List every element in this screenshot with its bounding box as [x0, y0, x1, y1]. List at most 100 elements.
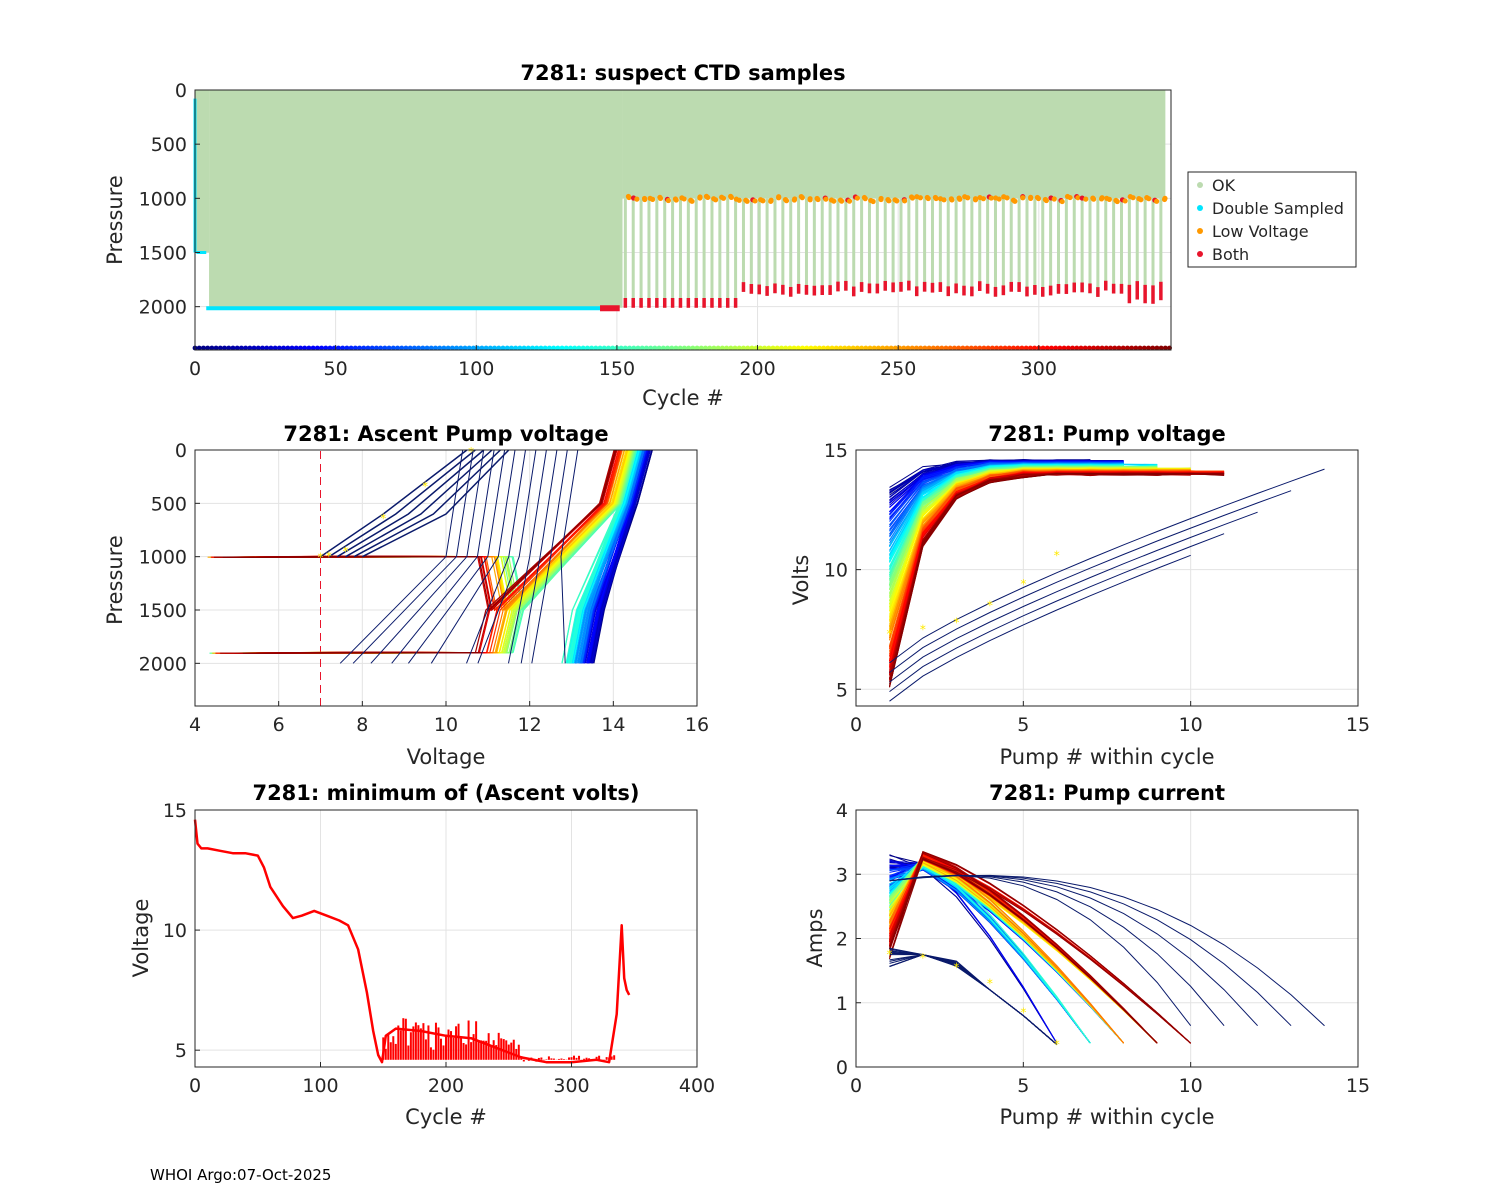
- cycle-color-dot: [838, 345, 843, 351]
- cycle-color-dot: [272, 345, 278, 351]
- cycle-color-dot: [209, 345, 215, 351]
- legend-low-voltage-label: Low Voltage: [1212, 222, 1309, 241]
- low-voltage-marker: [957, 196, 963, 202]
- x-tick-label: 6: [273, 714, 285, 736]
- samples-legend: OK Double Sampled Low Voltage Both: [1187, 171, 1357, 268]
- low-voltage-marker: [736, 197, 742, 203]
- cycle-color-dot: [732, 345, 738, 351]
- legend-double-sampled-label: Double Sampled: [1212, 199, 1344, 218]
- cycle-color-dot: [644, 345, 649, 351]
- low-voltage-marker: [988, 195, 994, 201]
- cycle-color-dot: [530, 345, 535, 351]
- cycle-color-dot: [1074, 345, 1080, 351]
- cycle-color-dot: [298, 345, 303, 351]
- cycle-color-dot: [1095, 345, 1101, 351]
- flag-star-marker: *: [318, 551, 324, 565]
- ascent-bottom-line: [242, 652, 480, 654]
- low-voltage-marker: [642, 196, 648, 203]
- cycle-color-dot: [509, 345, 514, 351]
- cycle-color-dot: [1162, 345, 1168, 351]
- flag-star-marker: *: [380, 511, 386, 525]
- minv-title: 7281: minimum of (Ascent volts): [252, 781, 639, 805]
- cycle-color-dot: [222, 345, 227, 351]
- low-voltage-marker: [949, 197, 955, 203]
- cycle-color-dot: [973, 345, 978, 351]
- cycle-color-dot: [213, 345, 219, 351]
- x-tick-label: 150: [599, 358, 635, 380]
- flag-star-marker: *: [422, 479, 428, 493]
- y-tick-label: 2000: [139, 297, 187, 319]
- flag-star-marker: *: [987, 599, 993, 613]
- flag-star-marker: *: [953, 615, 959, 629]
- cycle-color-dot: [627, 345, 632, 351]
- cycle-color-dot: [1082, 345, 1088, 351]
- cycle-color-dot: [479, 345, 485, 351]
- minv-data-layer: [193, 819, 631, 1064]
- cycle-color-dot: [445, 345, 451, 351]
- cycle-color-dot: [821, 345, 827, 351]
- cycle-color-dot: [1120, 345, 1126, 351]
- x-tick-label: 8: [356, 714, 368, 736]
- cycle-color-dot: [631, 345, 637, 351]
- pumpv-data-layer: * * * * * *: [886, 459, 1325, 702]
- y-tick-label: 1000: [139, 547, 187, 569]
- cycle-color-dot: [1070, 345, 1075, 351]
- cycle-color-dot: [1146, 345, 1151, 351]
- cycle-color-dot: [449, 345, 455, 351]
- min-volts-line: [193, 819, 631, 1064]
- cycle-color-dot: [1027, 345, 1033, 351]
- low-voltage-profile: [361, 449, 510, 558]
- low-voltage-profile: [520, 449, 558, 664]
- cycle-color-dot: [817, 345, 822, 351]
- cycle-color-dot: [230, 345, 236, 351]
- low-voltage-marker: [862, 196, 868, 202]
- cycle-color-dot: [854, 345, 860, 351]
- cycle-color-dot: [306, 345, 312, 351]
- cycle-color-dot: [922, 345, 928, 351]
- pump-current-line: [889, 857, 1158, 1044]
- cycle-color-dot: [462, 345, 468, 351]
- low-voltage-marker: [831, 198, 837, 204]
- flag-star-marker: *: [1020, 1005, 1026, 1019]
- minv-xlabel: Cycle #: [405, 1105, 487, 1129]
- cycle-color-dot: [606, 345, 611, 351]
- cycle-color-dot: [892, 345, 898, 351]
- low-voltage-marker: [1012, 198, 1018, 204]
- cycle-color-dot: [901, 345, 907, 351]
- pump-voltage-long-line: [889, 490, 1292, 673]
- cycle-color-dot: [779, 345, 784, 351]
- low-voltage-marker: [1004, 195, 1010, 201]
- low-voltage-marker: [1035, 195, 1042, 202]
- cycle-color-dot: [374, 345, 379, 351]
- x-tick-label: 16: [685, 714, 709, 736]
- x-tick-label: 300: [1021, 358, 1057, 380]
- pump-current-low-line: [889, 947, 1058, 1045]
- cycle-color-dot: [340, 345, 346, 351]
- cycle-color-dot: [525, 345, 531, 351]
- low-voltage-marker: [854, 195, 860, 201]
- cycle-color-dot: [589, 345, 594, 351]
- cycle-color-dot: [500, 345, 506, 351]
- cycle-color-dot: [989, 345, 995, 351]
- x-tick-label: 4: [189, 714, 201, 736]
- low-voltage-marker: [665, 197, 671, 204]
- y-tick-label: 1: [836, 993, 848, 1015]
- ok-samples-band: [622, 90, 1166, 199]
- cycle-color-dot: [597, 345, 603, 351]
- pump-voltage-line: [889, 465, 1124, 585]
- pumpv-title: 7281: Pump voltage: [988, 422, 1226, 446]
- low-voltage-profile: [531, 449, 568, 664]
- cycle-color-dot: [914, 345, 919, 351]
- low-voltage-marker: [1043, 197, 1049, 204]
- cycle-color-dot: [968, 345, 974, 351]
- cycle-color-dot: [867, 345, 873, 351]
- x-tick-label: 300: [553, 1075, 589, 1097]
- cycle-color-dot: [1065, 345, 1071, 351]
- pump-current-line: [889, 850, 1192, 1044]
- cycle-color-dot: [196, 345, 202, 351]
- y-tick-label: 10: [163, 920, 187, 942]
- low-voltage-marker: [1075, 195, 1081, 201]
- cycle-color-dot: [943, 345, 949, 351]
- cycle-color-dot: [517, 345, 523, 351]
- low-voltage-marker: [713, 197, 719, 203]
